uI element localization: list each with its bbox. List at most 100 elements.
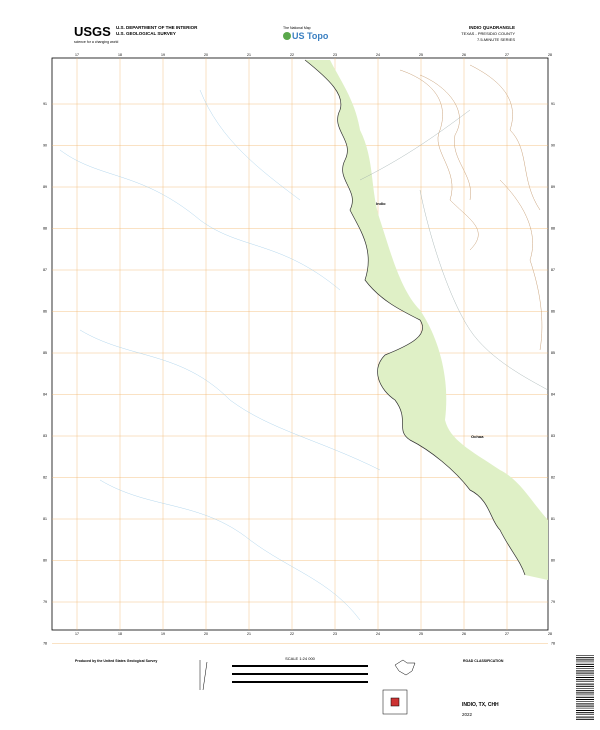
grid-label: 82: [551, 476, 555, 480]
grid-label: 18: [118, 53, 122, 57]
grid-label: 90: [551, 144, 555, 148]
barcode-bar: [576, 666, 594, 667]
grid-label: 17: [75, 53, 79, 57]
program: US Topo: [292, 31, 329, 41]
barcode-bar: [576, 677, 594, 678]
grid-label: 26: [462, 53, 466, 57]
grid-label: 28: [548, 53, 552, 57]
grid-label: 21: [247, 53, 251, 57]
survey: U.S. GEOLOGICAL SURVEY: [116, 31, 176, 36]
barcode-bar: [576, 663, 594, 665]
contours: [399, 64, 543, 351]
state-outline: [394, 659, 416, 676]
barcode-bar: [576, 705, 594, 707]
grid-label: 20: [204, 632, 208, 636]
grid-label: 84: [551, 393, 555, 397]
barcode-bar: [576, 703, 594, 705]
barcode-bar: [576, 655, 594, 656]
grid-label: 91: [551, 102, 555, 106]
grid-label: 27: [505, 632, 509, 636]
map-frame: [51, 57, 549, 631]
roads: [359, 109, 549, 391]
grid-label: 87: [551, 268, 555, 272]
grid-label: 80: [43, 559, 47, 563]
producer: Produced by the United States Geological…: [75, 659, 157, 663]
grid-label: 78: [43, 642, 47, 646]
barcode-bar: [576, 679, 594, 681]
barcode-bar: [576, 716, 594, 718]
barcode-bar: [576, 688, 594, 689]
grid-label: 20: [204, 53, 208, 57]
grid-label: 19: [161, 53, 165, 57]
agency-logo: USGS: [74, 24, 111, 39]
barcode: [576, 655, 594, 720]
grid-label: 18: [118, 632, 122, 636]
grid-label: 91: [43, 102, 47, 106]
barcode-bar: [576, 701, 594, 702]
grid-label: 80: [551, 559, 555, 563]
grid-label: 27: [505, 53, 509, 57]
barcode-bar: [576, 672, 594, 674]
grid-label: 23: [333, 53, 337, 57]
state-county: TEXAS - PRESIDIO COUNTY: [461, 31, 515, 36]
grid-label: 86: [551, 310, 555, 314]
grid-label: 89: [551, 185, 555, 189]
barcode-bar: [576, 681, 594, 682]
grid-label: 19: [161, 632, 165, 636]
grid-label: 28: [548, 632, 552, 636]
barcode-bar: [576, 661, 594, 663]
grid-label: 81: [551, 517, 555, 521]
scale-bars: [232, 665, 368, 683]
grid-label: 83: [43, 434, 47, 438]
grid-label: 25: [419, 632, 423, 636]
grid-label: 78: [551, 642, 555, 646]
barcode-bar: [576, 696, 594, 698]
program-top: The National Map: [283, 26, 311, 30]
road-legend: ROAD CLASSIFICATION: [463, 659, 504, 663]
grid-label: 26: [462, 632, 466, 636]
grid-label: 22: [290, 53, 294, 57]
barcode-bar: [576, 714, 594, 715]
place-label: Ochoa: [471, 434, 484, 439]
barcode-bar: [576, 657, 594, 659]
grid-label: 84: [43, 393, 47, 397]
barcode-bar: [576, 685, 594, 687]
barcode-bar: [576, 668, 594, 669]
barcode-bar: [576, 659, 594, 661]
grid-label: 79: [43, 600, 47, 604]
barcode-bar: [576, 707, 594, 709]
grid-label: 88: [551, 227, 555, 231]
barcode-bar: [576, 692, 594, 694]
barcode-bar: [576, 694, 594, 696]
scale: SCALE 1:24 000: [285, 656, 316, 661]
tagline: science for a changing world: [74, 40, 118, 44]
year: 2022: [462, 712, 473, 717]
topo-logo: [283, 32, 291, 40]
place-label: Indio: [376, 201, 386, 206]
series: 7.5-MINUTE SERIES: [477, 37, 515, 42]
grid-label: 25: [419, 53, 423, 57]
grid-label: 87: [43, 268, 47, 272]
grid-label: 81: [43, 517, 47, 521]
barcode-bar: [576, 670, 594, 672]
grid-label: 23: [333, 632, 337, 636]
barcode-bar: [576, 699, 594, 700]
department: U.S. DEPARTMENT OF THE INTERIOR: [116, 25, 198, 30]
vegetation: [305, 60, 548, 580]
grid-label: 24: [376, 632, 380, 636]
streams: [59, 89, 381, 621]
barcode-bar: [576, 710, 594, 711]
grid-label: 85: [551, 351, 555, 355]
adjoining-quads: [382, 689, 408, 715]
quad-id: INDIO, TX, CHH: [462, 702, 499, 708]
grid-label: 85: [43, 351, 47, 355]
grid-label: 21: [247, 632, 251, 636]
barcode-bar: [576, 718, 594, 720]
north-arrow: [199, 660, 208, 691]
grid-label: 17: [75, 632, 79, 636]
grid-label: 90: [43, 144, 47, 148]
barcode-bar: [576, 712, 594, 714]
grid-label: 83: [551, 434, 555, 438]
quad-title: INDIO QUADRANGLE: [469, 25, 515, 30]
